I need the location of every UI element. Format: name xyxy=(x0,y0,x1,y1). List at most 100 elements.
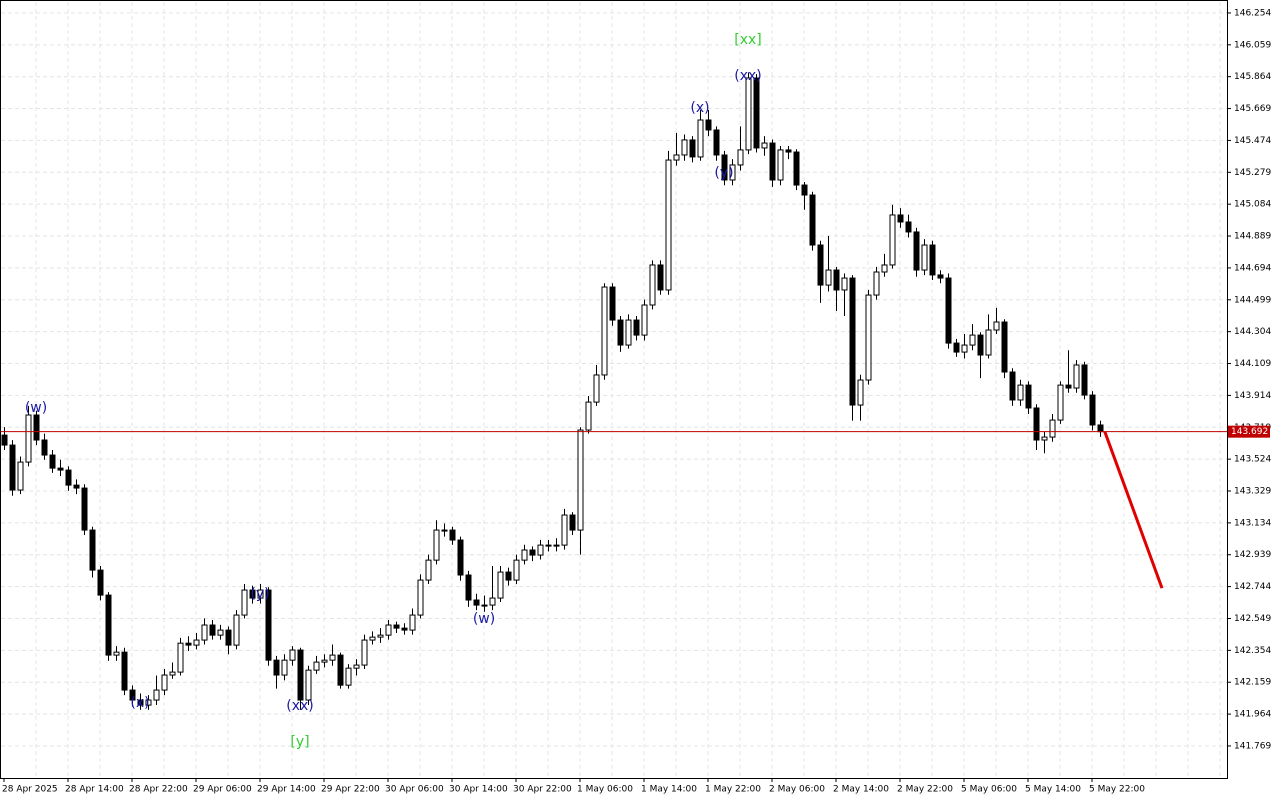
y-tick-label: 146.254 xyxy=(1234,8,1271,18)
candle-body xyxy=(545,544,552,547)
y-tick-label: 145.279 xyxy=(1234,168,1271,178)
candle-body xyxy=(897,214,904,223)
candle-body xyxy=(185,642,192,646)
candle-body xyxy=(97,569,104,596)
candle-body xyxy=(113,651,120,656)
candle-body xyxy=(73,484,80,489)
candle-body xyxy=(217,629,224,636)
plot-frame xyxy=(0,0,1228,779)
candle-body xyxy=(137,699,144,706)
y-tick-label: 143.524 xyxy=(1234,455,1271,465)
candle-body xyxy=(801,184,808,196)
candle-body xyxy=(161,674,168,691)
candle-body xyxy=(777,149,784,181)
candle-body xyxy=(473,599,480,606)
candle-body xyxy=(89,529,96,571)
candle-body xyxy=(225,629,232,646)
candle-body xyxy=(465,574,472,601)
candle-body xyxy=(681,139,688,156)
candle-body xyxy=(1097,424,1104,433)
candle-body xyxy=(609,286,616,321)
candle-body xyxy=(881,264,888,273)
candle-body xyxy=(233,614,240,646)
candle-body xyxy=(57,467,64,471)
y-tick-label: 144.304 xyxy=(1234,327,1271,337)
candle-body xyxy=(17,461,24,491)
candle-body xyxy=(817,244,824,286)
candle-body xyxy=(641,304,648,336)
candle-body xyxy=(33,414,40,441)
candle-body xyxy=(129,689,136,701)
wave-label: [y] xyxy=(290,734,309,750)
y-tick-label: 144.694 xyxy=(1234,263,1271,273)
x-tick-label: 28 Apr 14:00 xyxy=(65,785,124,795)
candle-body xyxy=(321,659,328,663)
x-tick-label: 30 Apr 22:00 xyxy=(513,785,572,795)
candle-body xyxy=(105,594,112,656)
candle-body xyxy=(1025,384,1032,409)
candle-body xyxy=(265,589,272,661)
candle-body xyxy=(593,374,600,403)
candle-body xyxy=(705,119,712,131)
candle-body xyxy=(665,159,672,291)
wave-label: (w) xyxy=(25,400,47,416)
candle-body xyxy=(9,444,16,491)
wave-label: (xx) xyxy=(286,698,314,714)
y-tick-label: 145.474 xyxy=(1234,136,1271,146)
x-tick-label: 2 May 14:00 xyxy=(833,785,889,795)
candle-body xyxy=(433,529,440,561)
x-tick-label: 29 Apr 22:00 xyxy=(321,785,380,795)
candle-body xyxy=(1033,407,1040,441)
candle-body xyxy=(753,77,760,149)
candle-body xyxy=(241,589,248,616)
x-tick-label: 29 Apr 06:00 xyxy=(193,785,252,795)
candle-body xyxy=(401,627,408,631)
y-tick-label: 141.769 xyxy=(1234,741,1271,751)
y-tick-label: 144.109 xyxy=(1234,359,1271,369)
axes: 146.254 146.059 145.864 145.669 145.474 145.2… xyxy=(2,8,1271,794)
candle-body xyxy=(297,649,304,701)
candle-body xyxy=(729,164,736,181)
candle-body xyxy=(953,342,960,353)
candle-body xyxy=(913,231,920,271)
candle-body xyxy=(649,264,656,306)
candle-body xyxy=(769,142,776,181)
candle-body xyxy=(457,539,464,576)
x-tick-label: 1 May 22:00 xyxy=(705,785,761,795)
candle-body xyxy=(793,151,800,186)
y-tick-label: 143.134 xyxy=(1234,518,1271,528)
candle-body xyxy=(169,671,176,676)
wave-label: (x) xyxy=(690,100,709,116)
candle-body xyxy=(809,194,816,246)
y-tick-label: 144.889 xyxy=(1234,232,1271,242)
candle-body xyxy=(553,544,560,547)
candle-body xyxy=(633,319,640,336)
candle-body xyxy=(961,344,968,353)
candle-body xyxy=(785,149,792,153)
candle-body xyxy=(193,639,200,646)
x-tick-label: 2 May 06:00 xyxy=(769,785,825,795)
candle-body xyxy=(505,571,512,581)
y-tick-label: 142.939 xyxy=(1234,550,1271,560)
candle-body xyxy=(273,659,280,676)
candle-body xyxy=(977,334,984,356)
candle-body xyxy=(337,654,344,686)
candle-body xyxy=(1001,321,1008,373)
y-tick-label: 145.669 xyxy=(1234,104,1271,114)
candle-body xyxy=(393,624,400,629)
candle-body xyxy=(313,661,320,671)
candle-body xyxy=(697,119,704,158)
candle-body xyxy=(353,664,360,669)
candle-body xyxy=(1065,384,1072,389)
candle-body xyxy=(945,277,952,344)
candle-body xyxy=(145,699,152,706)
candle-body xyxy=(377,634,384,638)
candle-body xyxy=(249,589,256,599)
candle-body xyxy=(561,514,568,546)
candle-body xyxy=(689,139,696,158)
x-tick-label: 28 Apr 2025 xyxy=(2,785,58,795)
x-tick-label: 1 May 14:00 xyxy=(641,785,697,795)
x-tick-label: 2 May 22:00 xyxy=(897,785,953,795)
